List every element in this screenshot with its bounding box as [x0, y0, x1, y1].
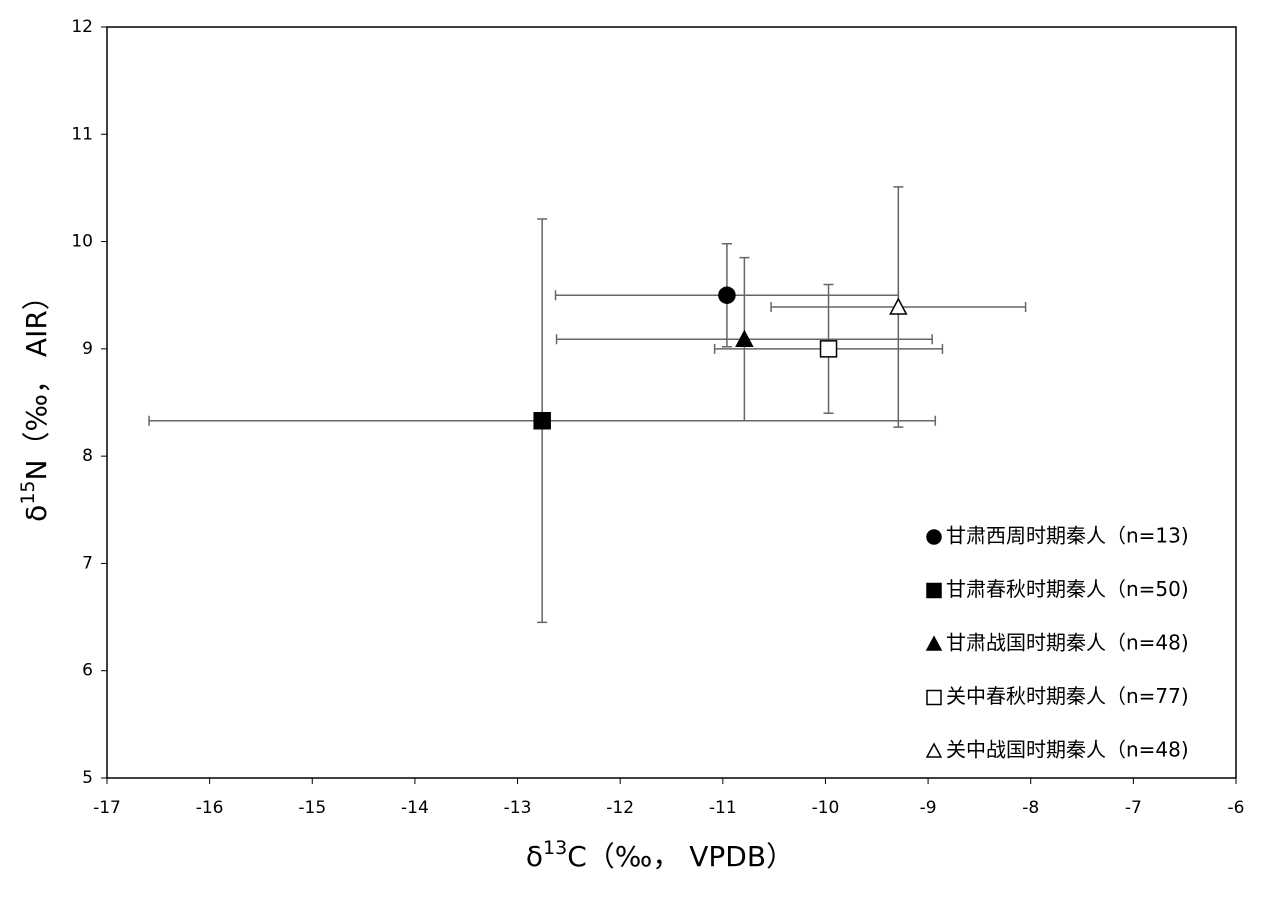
y-tick-label: 7	[82, 553, 93, 573]
y-tick-label: 11	[71, 124, 93, 144]
x-tick-label: -8	[1022, 798, 1039, 818]
x-tick-label: -14	[401, 798, 429, 818]
y-label-part: N（‰， AIR）	[20, 282, 53, 480]
marker	[718, 286, 736, 304]
y-tick-label: 8	[82, 446, 93, 466]
y-axis-label: δ15N（‰， AIR）	[17, 282, 54, 522]
legend-marker	[926, 529, 942, 545]
marker	[735, 329, 754, 347]
x-label-part: δ	[526, 840, 543, 873]
marker	[889, 297, 908, 315]
legend-marker	[925, 742, 943, 758]
x-label-part: C（‰， VPDB）	[567, 840, 794, 873]
x-tick-label: -9	[920, 798, 937, 818]
x-tick-label: -6	[1228, 798, 1245, 818]
x-tick-label: -15	[298, 798, 326, 818]
x-tick-label: -12	[606, 798, 634, 818]
y-label-sup: 15	[17, 480, 39, 504]
legend-label: 关中战国时期秦人（n=48)	[946, 738, 1189, 762]
legend-marker	[926, 582, 942, 599]
y-tick-label: 6	[82, 661, 93, 681]
x-tick-label: -17	[93, 798, 121, 818]
y-tick-label: 5	[82, 768, 93, 788]
legend-label: 甘肃春秋时期秦人（n=50)	[946, 577, 1189, 601]
x-tick-label: -7	[1125, 798, 1142, 818]
plot-frame	[106, 26, 1237, 779]
y-label-part: δ	[20, 505, 53, 522]
legend-marker	[926, 689, 942, 706]
x-axis-label: δ13C（‰， VPDB）	[526, 837, 794, 874]
x-tick-label: -11	[709, 798, 737, 818]
legend-label: 甘肃西周时期秦人（n=13)	[946, 524, 1189, 548]
y-tick-label: 9	[82, 339, 93, 359]
y-tick-label: 12	[71, 17, 93, 37]
marker	[533, 411, 551, 430]
legend-label: 关中春秋时期秦人（n=77)	[946, 684, 1189, 708]
marker	[819, 340, 838, 358]
x-tick-label: -16	[196, 798, 224, 818]
legend-marker	[925, 635, 943, 651]
y-tick-label: 10	[71, 232, 93, 252]
legend-label: 甘肃战国时期秦人（n=48)	[946, 631, 1189, 655]
x-tick-label: -10	[812, 798, 840, 818]
x-tick-label: -13	[504, 798, 532, 818]
x-label-sup: 13	[543, 837, 567, 859]
